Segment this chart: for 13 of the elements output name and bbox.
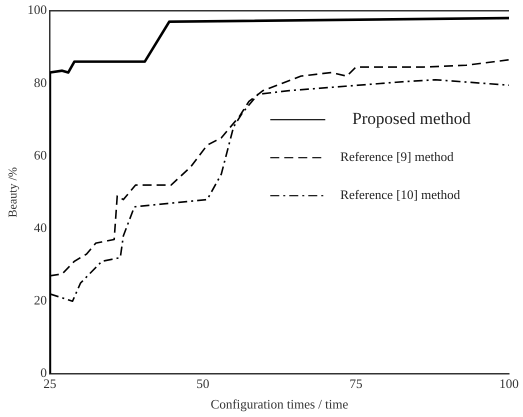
x-tick-label: 100	[499, 376, 519, 392]
y-tick-label: 80	[34, 74, 47, 90]
legend-label: Proposed method	[352, 109, 472, 128]
y-tick-label: 40	[34, 220, 47, 236]
y-axis-title: Beauty /%	[5, 167, 20, 218]
x-tick-label: 75	[349, 376, 362, 392]
legend-label: Reference [9] method	[340, 149, 454, 164]
x-axis-title: Configuration times / time	[210, 396, 348, 412]
y-tick-label: 100	[27, 2, 47, 18]
y-tick-label: 60	[34, 147, 47, 162]
legend-label: Reference [10] method	[340, 187, 461, 202]
x-tick-label: 50	[196, 376, 210, 392]
y-tick-label: 20	[34, 292, 47, 308]
